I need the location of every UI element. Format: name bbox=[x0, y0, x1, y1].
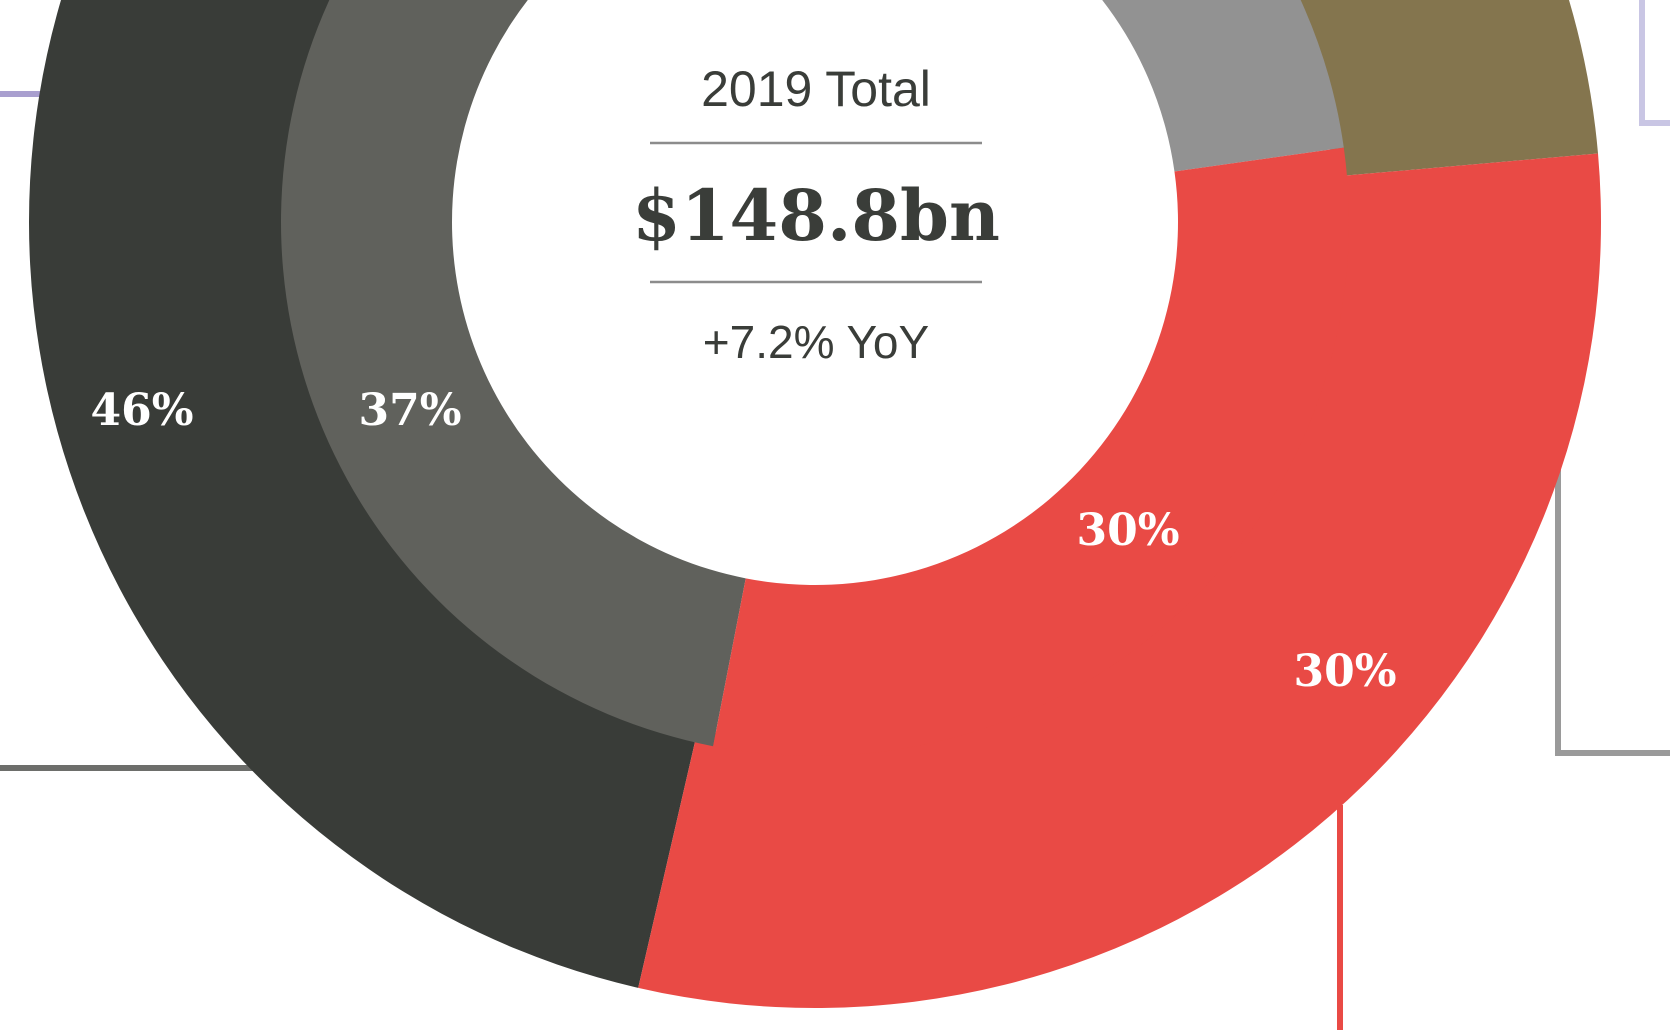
ring-labels: 46% 37% 30% 30% bbox=[90, 385, 1396, 697]
center-value: $148.8bn bbox=[632, 174, 1000, 257]
outer-ring bbox=[29, 0, 1601, 1008]
inner-slice-light bbox=[1102, 0, 1344, 172]
center-title: 2019 Total bbox=[701, 61, 931, 117]
leader-line-right-top bbox=[1639, 0, 1670, 126]
inner-slice-red bbox=[713, 147, 1349, 756]
outer-red-pct-label: 30% bbox=[1293, 646, 1396, 697]
inner-slice-gray bbox=[281, 0, 746, 747]
outer-dark-pct-label: 46% bbox=[90, 385, 193, 436]
inner-red-pct-label: 30% bbox=[1076, 505, 1179, 556]
center-change: +7.2% YoY bbox=[703, 316, 929, 368]
inner-gray-pct-label: 37% bbox=[358, 385, 461, 436]
outer-slice-red bbox=[638, 153, 1601, 1008]
outer-slice-gold bbox=[1285, 0, 1599, 177]
inner-ring bbox=[281, 0, 1349, 756]
